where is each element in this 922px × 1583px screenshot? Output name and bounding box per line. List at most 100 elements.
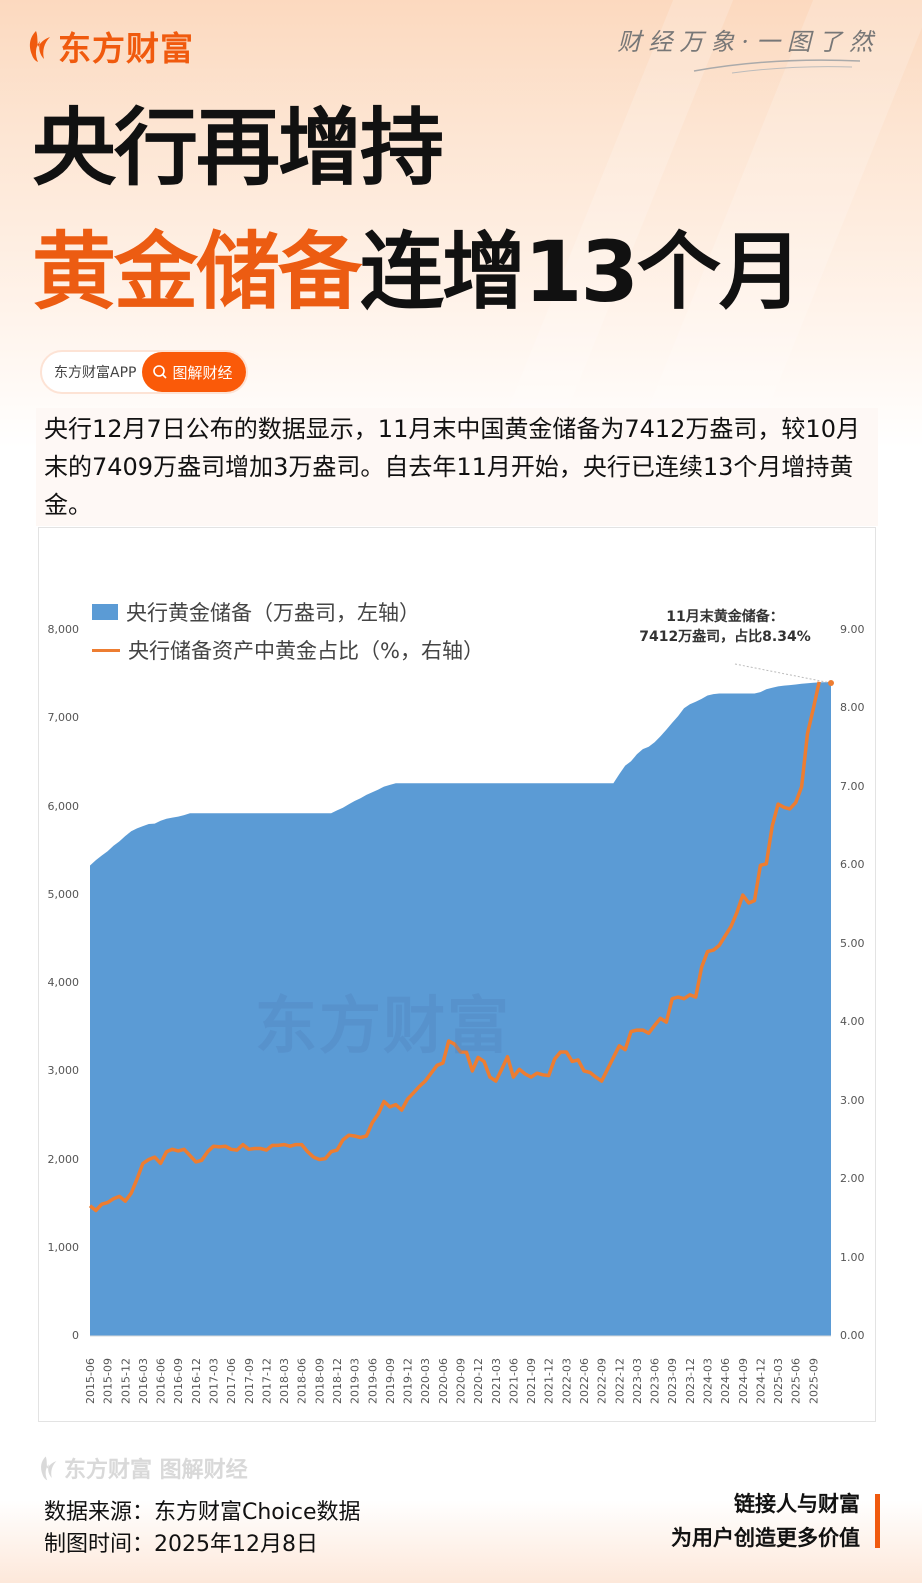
footer-logo-text: 东方财富 图解财经 xyxy=(64,1458,248,1483)
chart-watermark: 东方财富 xyxy=(255,989,512,1062)
brand-name: 东方财富 xyxy=(58,29,194,68)
x-axis-tick: 2020-12 xyxy=(472,1358,485,1404)
x-axis-tick: 2024-03 xyxy=(702,1358,715,1404)
x-axis-tick: 2023-09 xyxy=(666,1358,679,1404)
legend-item-line: 央行储备资产中黄金占比（%，右轴） xyxy=(92,631,484,669)
button-label: 图解财经 xyxy=(172,363,233,382)
chart-annotation: 11月末黄金储备： 7412万盎司，占比8.34% xyxy=(630,607,820,647)
left-axis-tick: 2,000 xyxy=(47,1152,80,1166)
x-axis-tick: 2016-06 xyxy=(155,1358,168,1404)
app-pill: 东方财富APP 图解财经 xyxy=(40,350,249,394)
x-axis-tick: 2021-09 xyxy=(525,1358,538,1404)
x-axis-tick: 2022-03 xyxy=(560,1358,573,1404)
flame-logo-icon xyxy=(41,1456,57,1481)
left-axis-tick: 0 xyxy=(72,1329,79,1342)
x-axis-tick: 2019-09 xyxy=(384,1358,397,1404)
brand-logo: 东方财富 xyxy=(26,22,194,70)
x-axis-tick: 2017-03 xyxy=(208,1358,221,1404)
gold-reserve-area xyxy=(90,681,831,1336)
right-axis-tick: 5.00 xyxy=(840,936,865,950)
left-axis-tick: 7,000 xyxy=(47,711,80,725)
x-axis-tick: 2020-06 xyxy=(437,1358,450,1404)
right-axis-tick: 9.00 xyxy=(840,623,865,636)
x-axis-tick: 2023-12 xyxy=(684,1358,697,1404)
x-axis-tick: 2025-03 xyxy=(772,1358,785,1404)
annotation-line1: 11月末黄金储备： xyxy=(666,609,784,625)
x-axis-tick: 2019-06 xyxy=(366,1358,379,1404)
x-axis-tick: 2018-09 xyxy=(313,1358,326,1404)
x-axis-tick: 2022-12 xyxy=(613,1358,626,1404)
x-axis-tick: 2016-03 xyxy=(137,1358,150,1404)
x-axis-tick: 2018-06 xyxy=(296,1358,309,1404)
x-axis-tick: 2024-09 xyxy=(737,1358,750,1404)
x-axis-tick: 2015-06 xyxy=(84,1358,97,1404)
footer-slogan: 链接人与财富 为用户创造更多价值 xyxy=(671,1487,860,1555)
x-axis-tick: 2025-09 xyxy=(807,1358,820,1404)
right-axis-tick: 1.00 xyxy=(840,1250,865,1264)
x-axis-tick: 2023-03 xyxy=(631,1358,644,1404)
x-axis-tick: 2016-09 xyxy=(172,1358,185,1404)
legend-label: 央行储备资产中黄金占比（%，右轴） xyxy=(128,639,484,663)
legend-swatch-line xyxy=(92,648,120,652)
left-axis-tick: 4,000 xyxy=(47,976,80,989)
headline-line1: 央行再增持 xyxy=(32,99,444,197)
x-axis-tick: 2019-03 xyxy=(349,1358,362,1404)
chart-legend: 央行黄金储备（万盎司，左轴） 央行储备资产中黄金占比（%，右轴） xyxy=(92,593,484,669)
x-axis-tick: 2017-09 xyxy=(243,1358,256,1404)
headline-line2: 黄金储备连增13个月 xyxy=(32,222,803,322)
x-axis-tick: 2018-12 xyxy=(331,1358,344,1404)
accent-bar xyxy=(875,1494,880,1548)
x-axis-tick: 2021-12 xyxy=(543,1358,556,1404)
x-axis-tick: 2024-12 xyxy=(754,1358,767,1404)
headline-highlight: 黄金储备 xyxy=(32,223,362,321)
right-axis-tick: 3.00 xyxy=(840,1093,865,1107)
x-axis-tick: 2022-06 xyxy=(578,1358,591,1404)
x-axis-tick: 2024-06 xyxy=(719,1358,732,1404)
legend-item-area: 央行黄金储备（万盎司，左轴） xyxy=(92,593,484,631)
right-axis-tick: 2.00 xyxy=(840,1172,865,1186)
left-axis-tick: 6,000 xyxy=(47,799,80,813)
x-axis-tick: 2023-06 xyxy=(649,1358,662,1404)
headline-rest: 连增13个月 xyxy=(360,223,803,321)
gold-share-line xyxy=(88,681,821,1213)
left-axis-tick: 5,000 xyxy=(47,887,80,901)
search-icon xyxy=(153,365,168,379)
description-text: 央行12月7日公布的数据显示，11月末中国黄金储备为7412万盎司，较10月末的… xyxy=(36,408,878,526)
right-axis-tick: 4.00 xyxy=(840,1015,865,1029)
x-axis-tick: 2016-12 xyxy=(190,1358,203,1404)
slogan-line1: 链接人与财富 xyxy=(734,1492,860,1516)
x-axis-tick: 2020-09 xyxy=(455,1358,468,1404)
x-axis-tick: 2021-03 xyxy=(490,1358,503,1404)
x-axis-tick: 2018-03 xyxy=(278,1358,291,1404)
x-axis-tick: 2019-12 xyxy=(402,1358,415,1404)
right-axis-tick: 7.00 xyxy=(840,779,865,793)
footer-logo: 东方财富 图解财经 xyxy=(36,1452,248,1484)
x-axis-tick: 2025-06 xyxy=(790,1358,803,1404)
app-name: 东方财富APP xyxy=(54,365,137,381)
flame-logo-icon xyxy=(29,31,50,62)
left-axis-tick: 8,000 xyxy=(47,623,80,636)
x-axis-tick: 2015-12 xyxy=(119,1358,132,1404)
x-axis-tick: 2020-03 xyxy=(419,1358,432,1404)
legend-label: 央行黄金储备（万盎司，左轴） xyxy=(126,601,420,625)
x-axis-tick: 2017-06 xyxy=(225,1358,238,1404)
footer-source: 数据来源：东方财富Choice数据 制图时间：2025年12月8日 xyxy=(44,1497,361,1561)
right-axis-tick: 0.00 xyxy=(840,1329,865,1342)
header-slogan: 财经万象·一图了然 xyxy=(617,28,880,56)
x-axis-tick: 2021-06 xyxy=(507,1358,520,1404)
x-axis-tick: 2015-09 xyxy=(102,1358,115,1404)
slogan-line2: 为用户创造更多价值 xyxy=(671,1526,860,1550)
right-axis-tick: 6.00 xyxy=(840,858,865,872)
footer-background xyxy=(0,1500,922,1583)
x-axis-tick: 2017-12 xyxy=(260,1358,273,1404)
annotation-leader xyxy=(734,663,832,684)
last-point-marker xyxy=(828,680,834,686)
swoosh-decoration-icon xyxy=(693,59,861,74)
left-axis-tick: 1,000 xyxy=(47,1240,80,1254)
left-axis-tick: 3,000 xyxy=(47,1064,80,1078)
legend-swatch-area xyxy=(92,604,118,620)
x-axis-tick: 2022-09 xyxy=(596,1358,609,1404)
right-axis-tick: 8.00 xyxy=(840,701,865,715)
tujie-caijing-button[interactable]: 图解财经 xyxy=(142,352,247,392)
